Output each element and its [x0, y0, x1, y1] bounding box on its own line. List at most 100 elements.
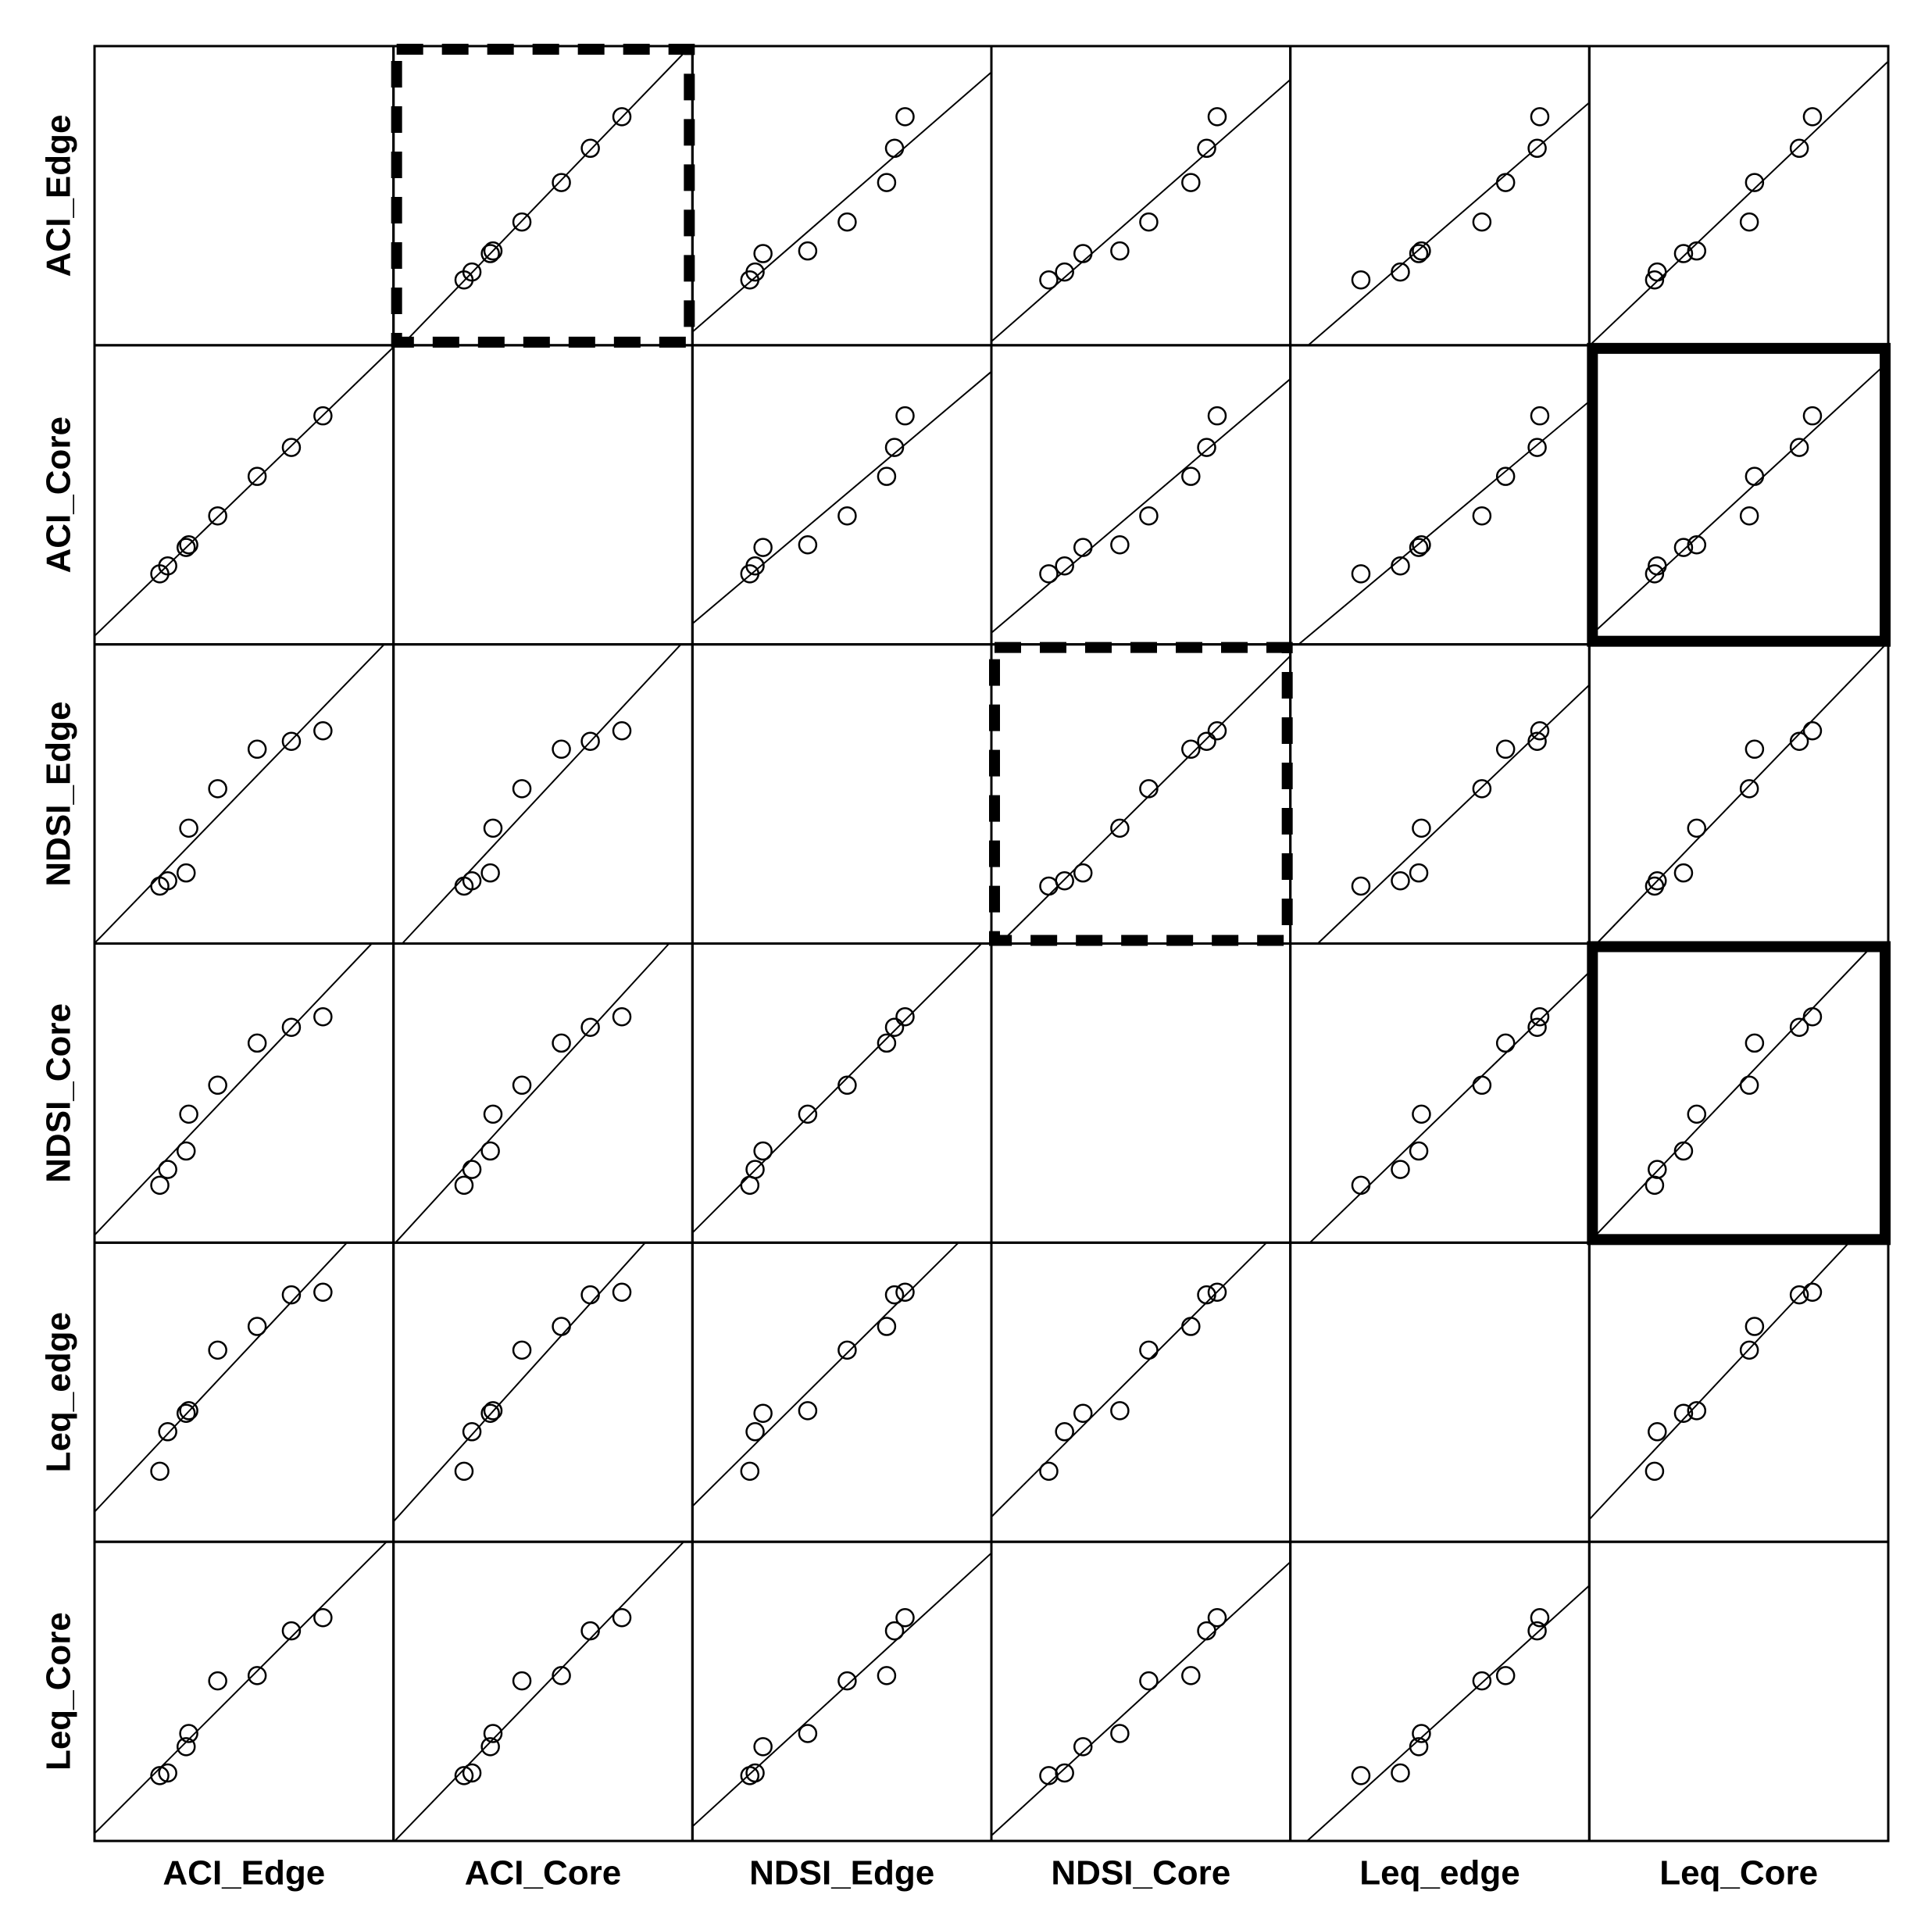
data-point [745, 1160, 765, 1179]
data-point [1139, 1671, 1159, 1691]
data-point [1039, 1461, 1059, 1482]
data-point [740, 1175, 760, 1196]
data-point [208, 506, 227, 526]
data-point [1351, 876, 1371, 896]
data-point [552, 1666, 571, 1685]
panel-frame [1289, 1241, 1591, 1543]
data-point [1530, 1608, 1550, 1628]
panel-leq-core-vs-aci-edge [93, 1540, 395, 1843]
data-point [247, 1317, 267, 1336]
data-point [313, 1282, 333, 1302]
data-point [480, 863, 500, 883]
data-point [895, 406, 915, 426]
data-point [1207, 720, 1227, 741]
data-point [1495, 1033, 1516, 1053]
panel-ndsi-core-vs-ndsi-core [990, 942, 1292, 1244]
data-point [1207, 107, 1227, 127]
data-point [1039, 1766, 1059, 1785]
panel-frame [1587, 45, 1890, 347]
fit-line [394, 1541, 684, 1842]
data-point [884, 438, 905, 457]
data-point [1197, 438, 1216, 457]
panel-ndsi-core-vs-ndsi-edge [691, 942, 993, 1244]
data-point [1648, 871, 1667, 891]
data-point [1110, 535, 1130, 555]
fit-line [395, 942, 670, 1244]
data-point [1055, 1763, 1074, 1783]
column-label: NDSI_Edge [749, 1854, 934, 1893]
row-label: ACI_Edge [40, 115, 78, 277]
row-label: NDSI_Core [40, 1003, 78, 1183]
data-point [1645, 1461, 1665, 1482]
panel-aci-core-vs-leq-edge [1289, 344, 1591, 646]
data-point [313, 720, 333, 741]
data-point [1530, 1006, 1550, 1027]
data-point [1802, 1282, 1823, 1302]
highlight-border-solid [1587, 941, 1891, 1246]
panel-aci-core-vs-ndsi-edge [691, 344, 993, 646]
column-label: Leq_edge [1359, 1854, 1520, 1893]
panel-frame [990, 1540, 1292, 1843]
panel-frame [392, 942, 694, 1244]
panel-ndsi-edge-vs-leq-edge [1289, 643, 1591, 945]
data-point [895, 1282, 915, 1302]
data-point [1495, 466, 1516, 486]
data-point [454, 1175, 474, 1196]
data-point [480, 1141, 500, 1161]
data-point [480, 1737, 500, 1757]
data-point [1207, 1282, 1227, 1302]
data-point [1802, 720, 1823, 741]
data-point [552, 1317, 571, 1336]
data-point [884, 1621, 905, 1641]
data-point [1789, 1285, 1809, 1305]
panel-frame [93, 643, 395, 945]
data-point [1527, 438, 1547, 457]
fit-line [691, 1552, 992, 1828]
data-point [1412, 1724, 1431, 1743]
row-label: NDSI_Edge [40, 701, 78, 886]
data-point [1495, 173, 1516, 192]
data-point [884, 1017, 905, 1037]
data-point [1139, 1340, 1159, 1360]
fit-line [991, 378, 1291, 634]
data-point [798, 1401, 818, 1421]
data-point [1409, 863, 1429, 883]
data-point [798, 241, 818, 261]
data-point [1110, 1401, 1130, 1421]
fit-line [999, 655, 1291, 945]
panel-frame [392, 643, 694, 945]
data-point [1530, 107, 1550, 127]
fit-line [991, 1561, 1291, 1836]
data-point [580, 731, 600, 751]
data-point [1645, 1175, 1665, 1196]
panel-ndsi-edge-vs-leq-core [1587, 643, 1890, 945]
panel-frame [1587, 344, 1890, 646]
panel-aci-core-vs-aci-core [392, 344, 694, 646]
data-point [1391, 556, 1410, 576]
data-point [1139, 506, 1159, 526]
fit-line [1596, 643, 1887, 945]
panel-ndsi-core-vs-leq-core [1587, 942, 1890, 1244]
data-point [884, 1285, 905, 1305]
data-point [1197, 1621, 1216, 1641]
data-point [150, 1461, 170, 1482]
data-point [753, 244, 773, 263]
fit-line [991, 79, 1291, 342]
data-point [1527, 1621, 1547, 1641]
panel-frame [1587, 1540, 1890, 1843]
panel-frame [93, 1540, 395, 1843]
data-point [895, 107, 915, 127]
panel-frame [392, 1241, 694, 1543]
panel-leq-edge-vs-leq-edge [1289, 1241, 1591, 1543]
fit-line [402, 643, 682, 945]
fit-line [401, 45, 691, 346]
data-point [1472, 506, 1492, 526]
data-point [1645, 564, 1665, 584]
panel-aci-edge-vs-ndsi-core [990, 45, 1292, 347]
data-point [179, 818, 198, 838]
data-point [1673, 1403, 1694, 1423]
data-point [1472, 1671, 1492, 1691]
data-point [612, 1006, 632, 1027]
panel-frame [93, 1241, 395, 1543]
data-point [1673, 1141, 1694, 1161]
